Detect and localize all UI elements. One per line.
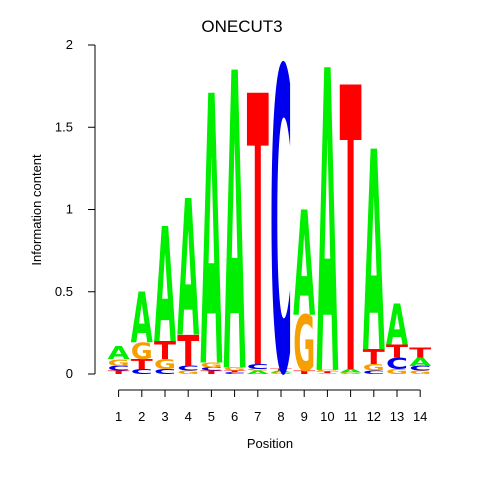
logo-letter-c: C bbox=[363, 370, 385, 375]
logo-letter-a: A bbox=[340, 368, 362, 373]
logo-letter-g: G bbox=[270, 372, 292, 375]
logo-letter-a: A bbox=[108, 343, 131, 364]
x-tick-label: 1 bbox=[115, 409, 122, 424]
logo-letter-t: T bbox=[247, 20, 269, 453]
logo-letter-g: G bbox=[316, 370, 338, 373]
logo-letter-t: T bbox=[340, 8, 362, 462]
logo-letter-a: A bbox=[131, 277, 153, 360]
logo-letter-a: A bbox=[200, 18, 222, 449]
logo-letter-c: C bbox=[131, 368, 153, 376]
logo-letter-c: C bbox=[154, 368, 176, 376]
x-axis-label: Position bbox=[247, 436, 293, 451]
logo-letter-g: G bbox=[177, 370, 199, 375]
x-tick-label: 12 bbox=[367, 409, 381, 424]
logo-letter-g: G bbox=[224, 366, 246, 371]
logo-letter-g: G bbox=[386, 368, 408, 376]
x-tick-label: 10 bbox=[320, 409, 334, 424]
logo-letter-t: T bbox=[363, 346, 386, 369]
logo-letter-t: T bbox=[200, 370, 222, 375]
x-tick-label: 8 bbox=[277, 409, 284, 424]
x-tick-label: 4 bbox=[185, 409, 192, 424]
x-tick-label: 11 bbox=[344, 409, 358, 424]
x-tick-label: 3 bbox=[161, 409, 168, 424]
logo-letter-g: G bbox=[131, 338, 153, 364]
y-tick-label: 0.5 bbox=[55, 284, 73, 299]
logo-letter-g: G bbox=[340, 372, 362, 375]
y-tick-label: 2 bbox=[66, 37, 73, 52]
logo-letter-t: T bbox=[177, 326, 199, 376]
logo-letter-c: C bbox=[270, 0, 292, 468]
y-axis: 0 0.5 1 1.5 2 bbox=[55, 37, 96, 381]
x-tick-label: 9 bbox=[301, 409, 308, 424]
x-tick-label: 5 bbox=[208, 409, 215, 424]
logo-letter-c: C bbox=[200, 367, 222, 372]
logo-letter-g: G bbox=[154, 357, 176, 373]
x-tick-label: 2 bbox=[138, 409, 145, 424]
logo-letter-a: A bbox=[154, 195, 176, 379]
x-tick-label: 7 bbox=[254, 409, 261, 424]
logo-letter-t: T bbox=[224, 370, 247, 373]
logo-letter-a: A bbox=[177, 161, 199, 379]
logo-letter-a: A bbox=[293, 180, 315, 349]
logo-letter-c: C bbox=[247, 363, 269, 371]
logo-letter-t: T bbox=[386, 342, 408, 363]
logo-letter-a: A bbox=[409, 356, 431, 369]
logo-letter-a: A bbox=[224, 0, 246, 465]
logo-letter-t: T bbox=[409, 345, 431, 361]
chart-title: ONECUT3 bbox=[201, 17, 282, 36]
logo-letter-c: C bbox=[108, 365, 130, 373]
logo-letter-a: A bbox=[386, 293, 408, 359]
logo-letter-t: T bbox=[293, 370, 315, 375]
x-tick-label: 6 bbox=[231, 409, 238, 424]
logo-letter-a: A bbox=[270, 370, 293, 373]
y-tick-label: 1 bbox=[66, 202, 73, 217]
logo-letter-g: G bbox=[363, 362, 385, 373]
logo-letter-t: T bbox=[154, 336, 176, 365]
x-tick-label: 14 bbox=[413, 409, 427, 424]
logo-letter-t: T bbox=[131, 356, 153, 372]
logo-letter-c: C bbox=[386, 355, 408, 373]
logo-letter-g: G bbox=[293, 300, 315, 389]
logo-letter-a: A bbox=[316, 0, 338, 469]
logo-letter-c: C bbox=[316, 373, 338, 374]
logo-letter-a: A bbox=[247, 370, 269, 375]
x-axis: 1 2 3 4 5 6 7 8 9 10 11 12 13 14 bbox=[115, 389, 427, 424]
y-axis-label: Information content bbox=[29, 154, 44, 266]
logo-letter-c: C bbox=[409, 365, 431, 373]
logo-letter-c: C bbox=[177, 365, 199, 373]
logo-letter-t: T bbox=[108, 370, 130, 375]
logo-letter-g: G bbox=[108, 357, 130, 368]
logo-letter-t: T bbox=[270, 369, 293, 372]
logo-letter-t: T bbox=[316, 371, 339, 374]
logo-letter-g: G bbox=[200, 361, 222, 369]
x-tick-label: 13 bbox=[390, 409, 404, 424]
logo-letter-g: G bbox=[247, 369, 269, 372]
y-tick-label: 0 bbox=[66, 366, 73, 381]
logo-letter-a: A bbox=[363, 95, 385, 416]
logo-letter-g: G bbox=[409, 370, 431, 375]
y-tick-label: 1.5 bbox=[55, 119, 73, 134]
logo-letter-c: C bbox=[224, 372, 246, 375]
